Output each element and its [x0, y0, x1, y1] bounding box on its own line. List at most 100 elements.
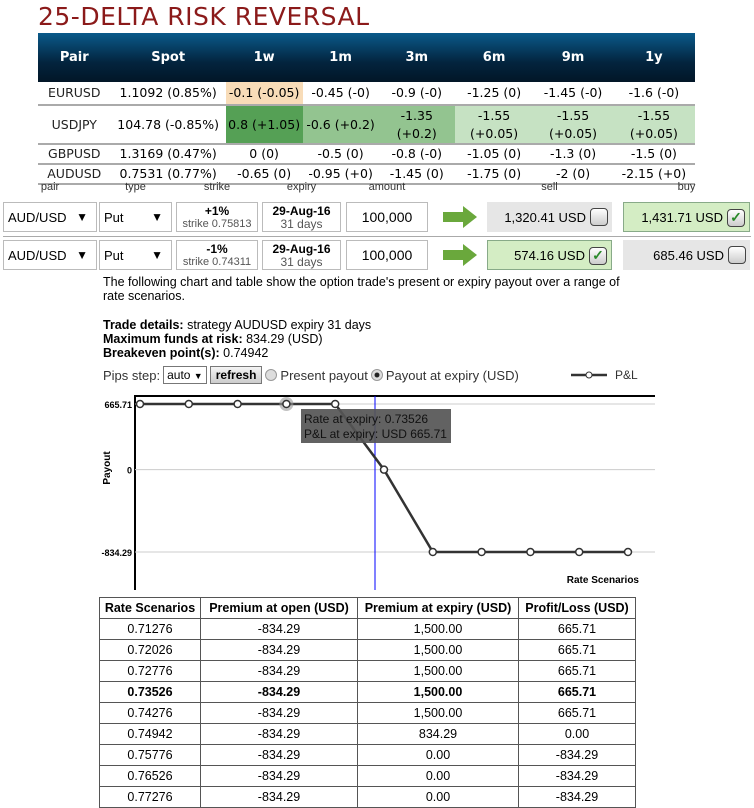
- pair-select[interactable]: AUD/USD ▼: [3, 202, 97, 232]
- expiry-payout-radio[interactable]: [370, 369, 383, 381]
- sell-price: 574.16 USD: [514, 247, 585, 263]
- scenario-cell: -834.29: [200, 660, 358, 682]
- data-point[interactable]: [623, 547, 633, 557]
- scenario-cell: -834.29: [200, 702, 358, 724]
- data-point[interactable]: [184, 399, 194, 409]
- pair-column-label: pair: [40, 181, 60, 193]
- rr-value-cell: -1.3 (0): [533, 144, 613, 165]
- page-title: 25-DELTA RISK REVERSAL: [38, 2, 370, 31]
- rr-value-cell: -1.55 (+0.05): [454, 105, 534, 145]
- rr-value-cell: -1.75 (0): [454, 164, 534, 185]
- rr-value-cell: -1.6 (-0): [612, 82, 695, 106]
- scenario-cell: 1,500.00: [357, 639, 519, 661]
- scenario-cell: -834.29: [200, 681, 358, 703]
- column-header: Rate Scenarios: [99, 597, 201, 619]
- scenario-cell: 0.72776: [99, 660, 201, 682]
- dropdown-arrow-icon: ▼: [193, 371, 203, 381]
- amount-input[interactable]: 100,000: [346, 240, 428, 270]
- rr-row: GBPUSD 1.3169 (0.47%) 0 (0) -0.5 (0) -0.8 (-…: [38, 144, 695, 165]
- data-point[interactable]: [477, 547, 486, 557]
- present-payout-label[interactable]: Present payout: [280, 367, 368, 383]
- present-payout-radio[interactable]: [265, 369, 278, 381]
- data-point[interactable]: [282, 399, 291, 409]
- pair-select[interactable]: AUD/USD ▼: [3, 240, 97, 270]
- rr-value-cell: -0.5 (0): [302, 144, 379, 165]
- rr-value-cell: -2 (0): [533, 164, 613, 185]
- sell-price-button[interactable]: 1,320.41 USD: [487, 202, 612, 232]
- strike-column-label: strike: [203, 181, 231, 193]
- type-select[interactable]: Put ▼: [99, 202, 172, 232]
- scenario-cell: 665.71: [518, 681, 636, 703]
- column-header: Premium at expiry (USD): [357, 597, 519, 619]
- data-point[interactable]: [379, 465, 389, 474]
- scenario-cell: 0.75776: [99, 744, 201, 766]
- rr-value-cell: -0.45 (-0): [302, 82, 379, 106]
- scenario-cell: 665.71: [518, 618, 636, 640]
- sell-column-label: sell: [541, 181, 558, 193]
- pair-cell: USDJPY: [38, 105, 111, 145]
- data-point[interactable]: [428, 547, 438, 557]
- rr-value-cell: -1.05 (0): [454, 144, 534, 165]
- column-header: 1y: [612, 33, 695, 82]
- scenario-row: 0.74942 -834.29 834.29 0.00: [99, 723, 636, 745]
- x-axis-label: Rate Scenarios: [567, 575, 640, 586]
- rr-value-cell: -0.65 (0): [225, 164, 303, 185]
- data-point[interactable]: [526, 547, 535, 557]
- rr-value-cell: 0.8 (+1.05): [225, 105, 303, 145]
- strike-field[interactable]: +1% strike 0.75813: [176, 202, 258, 232]
- checkbox-icon[interactable]: [728, 246, 746, 264]
- intro-text: The following chart and table show the o…: [103, 275, 620, 303]
- pair-cell: AUDUSD: [38, 164, 111, 185]
- buy-price-button[interactable]: 1,431.71 USD ✓: [623, 202, 750, 232]
- data-point[interactable]: [233, 399, 242, 409]
- pips-label: Pips step:: [103, 367, 161, 383]
- expiry-field[interactable]: 29-Aug-16 31 days: [262, 240, 341, 270]
- refresh-button[interactable]: refresh: [209, 366, 263, 384]
- type-select[interactable]: Put ▼: [99, 240, 172, 270]
- data-point[interactable]: [135, 399, 145, 409]
- pips-value: auto: [167, 368, 191, 382]
- rr-value-cell: 0 (0): [225, 144, 303, 165]
- expiry-days: 31 days: [280, 255, 323, 269]
- dropdown-arrow-icon: ▼: [151, 210, 163, 224]
- dropdown-arrow-icon: ▼: [76, 248, 88, 262]
- pair-cell: GBPUSD: [38, 144, 111, 165]
- y-tick-label: 665.71: [104, 400, 132, 410]
- y-tick-label: 0: [127, 466, 132, 476]
- amount-input[interactable]: 100,000: [346, 202, 428, 232]
- scenario-cell: -834.29: [518, 786, 636, 808]
- scenario-cell: -834.29: [200, 723, 358, 745]
- arrow-right-icon: [443, 206, 479, 228]
- rr-value-cell: -0.95 (+0): [302, 164, 379, 185]
- rr-value-cell: -1.55 (+0.05): [612, 105, 695, 145]
- column-header: 9m: [533, 33, 613, 82]
- scenario-cell: 0.00: [518, 723, 636, 745]
- scenario-row: 0.76526 -834.29 0.00 -834.29: [99, 765, 636, 787]
- expiry-field[interactable]: 29-Aug-16 31 days: [262, 202, 341, 232]
- scenario-row: 0.71276 -834.29 1,500.00 665.71: [99, 618, 636, 640]
- data-point[interactable]: [574, 547, 584, 557]
- rr-value-cell: -1.45 (0): [378, 164, 455, 185]
- arrow-right-icon: [443, 244, 479, 266]
- spot-cell: 1.1092 (0.85%): [110, 82, 226, 106]
- sell-price-button[interactable]: 574.16 USD ✓: [487, 240, 612, 270]
- scenario-row: 0.75776 -834.29 0.00 -834.29: [99, 744, 636, 766]
- data-point[interactable]: [330, 399, 340, 409]
- pips-select[interactable]: auto ▼: [163, 366, 207, 384]
- checkbox-icon[interactable]: [590, 208, 608, 226]
- divider: [3, 236, 751, 237]
- scenario-row: 0.72776 -834.29 1,500.00 665.71: [99, 660, 636, 682]
- type-value: Put: [104, 209, 124, 225]
- rr-value-cell: -1.5 (0): [612, 144, 695, 165]
- buy-price-button[interactable]: 685.46 USD: [623, 240, 750, 270]
- breakeven-label: Breakeven point(s):: [103, 346, 220, 360]
- checkbox-checked-icon[interactable]: ✓: [727, 209, 745, 227]
- strike-field[interactable]: -1% strike 0.74311: [176, 240, 258, 270]
- expiry-payout-label[interactable]: Payout at expiry (USD): [385, 367, 519, 383]
- column-header: 6m: [454, 33, 534, 82]
- amount-column-label: amount: [368, 181, 406, 193]
- scenario-cell: 665.71: [518, 702, 636, 724]
- checkbox-checked-icon[interactable]: ✓: [589, 247, 607, 265]
- buy-price: 685.46 USD: [653, 247, 724, 263]
- legend-marker-icon: [585, 371, 593, 379]
